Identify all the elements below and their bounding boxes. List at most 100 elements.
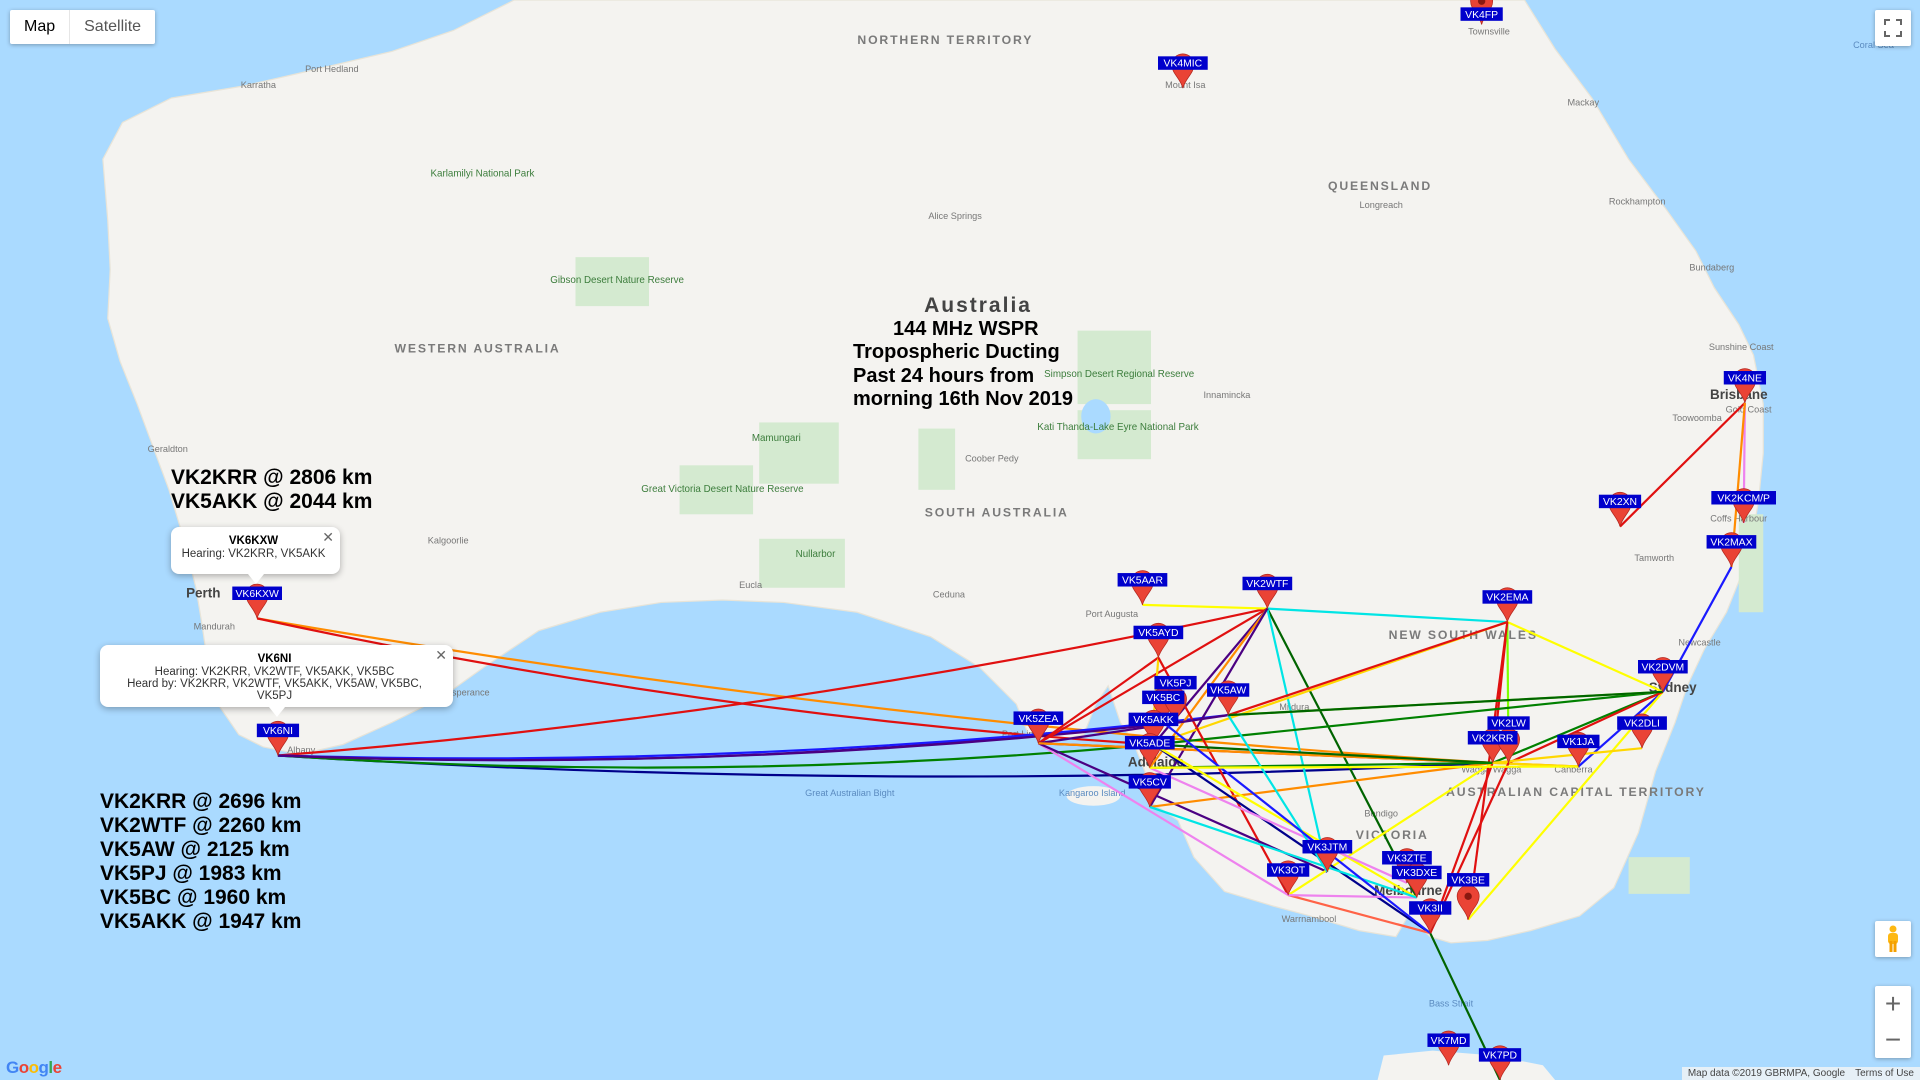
propagation-path-vk2wtf-vk2ema[interactable] <box>1267 607 1508 624</box>
propagation-path-vk6ni-vk5akk[interactable] <box>277 743 1154 769</box>
info-window-title: VK6NI <box>257 653 292 665</box>
distance-line: VK5BC @ 1960 km <box>100 886 287 909</box>
callsign-label-group[interactable]: VK4FP <box>1460 7 1503 21</box>
callsign-label-bg <box>1617 716 1667 730</box>
close-icon[interactable]: ✕ <box>435 647 447 663</box>
propagation-path-vk5ayd-vk5zea[interactable] <box>1037 656 1160 745</box>
callsign-label: VK7PD <box>1483 1051 1517 1062</box>
terms-link[interactable]: Terms of Use <box>1855 1068 1914 1079</box>
propagation-path-vk2wtf-vk5zea[interactable] <box>1037 607 1268 745</box>
propagation-path-vk3ot-vk3ii[interactable] <box>1287 894 1431 935</box>
propagation-path-vk3ii-vk5akk[interactable] <box>1152 743 1431 934</box>
callsign-label-group[interactable]: VK7PD <box>1478 1048 1522 1062</box>
callsign-label-bg <box>1723 371 1767 385</box>
propagation-path-vk5aw-vk2dvm[interactable] <box>1228 690 1663 717</box>
callsign-label-group[interactable]: VK5AKK <box>1128 712 1179 727</box>
propagation-path-vk2ema-vk3be[interactable] <box>1467 621 1509 920</box>
callsign-label-group[interactable]: VK5AAR <box>1117 573 1168 587</box>
callsign-label-group[interactable]: VK2KRR <box>1467 731 1518 745</box>
callsign-label-bg <box>256 723 300 738</box>
callsign-label: VK7MD <box>1431 1036 1467 1047</box>
place-label: Coral Sea <box>1853 40 1895 50</box>
propagation-path-vk2dvm-vk5akk[interactable] <box>1153 690 1663 746</box>
callsign-label-group[interactable]: VK4MIC <box>1158 56 1208 70</box>
propagation-path-vk6ni-vk2wtf[interactable] <box>277 607 1268 757</box>
callsign-label-group[interactable]: VK2EMA <box>1482 590 1533 604</box>
callsign-label-group[interactable]: VK5BC <box>1142 690 1185 705</box>
callsign-label: VK5AYD <box>1138 628 1178 639</box>
callsign-label-group[interactable]: VK7MD <box>1427 1033 1470 1047</box>
callsign-label-group[interactable]: VK5ZEA <box>1013 711 1064 725</box>
callsign-label-group[interactable]: VK5AYD <box>1133 625 1184 640</box>
callsign-label-group[interactable]: VK1JA <box>1557 734 1600 749</box>
propagation-path-vk3dxe-vk5akk[interactable] <box>1152 743 1418 899</box>
callsign-label-group[interactable]: VK3DXE <box>1391 865 1442 880</box>
propagation-path-vk5cv-vk3dxe[interactable] <box>1149 805 1418 899</box>
callsign-label-group[interactable]: VK3ZTE <box>1382 851 1432 865</box>
propagation-path-vk2dvm-vk2lw[interactable] <box>1508 690 1664 764</box>
callsign-label-group[interactable]: VK4NE <box>1723 371 1767 385</box>
callsign-label-bg <box>1117 573 1168 587</box>
fullscreen-button[interactable] <box>1875 10 1911 46</box>
propagation-path-vk3ot-vk3dxe[interactable] <box>1288 894 1417 899</box>
callsign-label-group[interactable]: VK2LW <box>1487 716 1530 730</box>
callsign-label-group[interactable]: VK3II <box>1409 901 1452 915</box>
propagation-path-vk2wtf-vk5aar[interactable] <box>1142 603 1268 610</box>
callsign-label-group[interactable]: VK2DVM <box>1638 660 1688 674</box>
propagation-path-vk6ni-vk5aw[interactable] <box>277 714 1229 760</box>
propagation-path-vk2krr-vk5akk[interactable] <box>1153 743 1493 764</box>
zoom-in-button[interactable]: + <box>1884 988 1902 1019</box>
callsign-label: VK6KXW <box>235 589 279 600</box>
propagation-path-vk6ni-vk5pj[interactable] <box>277 721 1176 762</box>
callsign-label-bg <box>1557 734 1600 749</box>
callsign-label-group[interactable]: VK5CV <box>1128 775 1171 789</box>
vk6kxw-distances: VK2KRR @ 2806 km VK5AKK @ 2044 km <box>171 466 372 514</box>
callsign-label-group[interactable]: VK5PJ <box>1154 675 1197 690</box>
callsign-label-group[interactable]: VK2WTF <box>1242 576 1293 591</box>
propagation-path-vk2dvm-vk2krr[interactable] <box>1492 690 1664 764</box>
propagation-path-vk5zea-vk3ot[interactable] <box>1037 742 1289 897</box>
callsign-label-group[interactable]: VK3OT <box>1267 863 1310 877</box>
callsign-label-group[interactable]: VK6KXW <box>232 586 282 600</box>
callsign-label-group[interactable]: VK2KCM/P <box>1711 491 1776 505</box>
propagation-path-vk2ema-vk5aw[interactable] <box>1227 620 1508 717</box>
attribution: Map data ©2019 GBRMPA, Google Terms of U… <box>1681 1067 1920 1080</box>
info-window-vk6kxw: ✕ VK6KXW Hearing: VK2KRR, VK5AKK <box>171 527 340 584</box>
callsign-label-group[interactable]: VK2XN <box>1598 494 1642 509</box>
callsign-label-group[interactable]: VK5AW <box>1207 683 1250 697</box>
place-label: Alice Springs <box>928 211 982 221</box>
place-label: Bundaberg <box>1689 263 1734 273</box>
callsign-label-bg <box>1478 1048 1522 1062</box>
street-view-pegman[interactable] <box>1875 921 1911 957</box>
distance-line: VK2WTF @ 2260 km <box>100 814 302 837</box>
propagation-path-vk2krr-vk3ot[interactable] <box>1287 761 1494 897</box>
place-label: Port Augusta <box>1086 609 1139 619</box>
propagation-path-vk2ema-vk2dvm[interactable] <box>1506 621 1664 693</box>
propagation-path-vk2wtf-vk3dxe[interactable] <box>1266 608 1418 899</box>
callsign-label-group[interactable]: VK2DLI <box>1617 716 1667 730</box>
propagation-path-vk3zte-vk5ade[interactable] <box>1149 766 1408 884</box>
callsign-label-bg <box>1482 590 1533 604</box>
map-type-satellite-button[interactable]: Satellite <box>84 18 142 35</box>
propagation-path-vk5zea-vk5aw[interactable] <box>1038 714 1229 745</box>
place-label: NEW SOUTH WALES <box>1389 628 1538 642</box>
propagation-path-vk2dli-vk2krr[interactable] <box>1492 747 1643 764</box>
callsign-label-group[interactable]: VK2MAX <box>1706 535 1757 549</box>
zoom-out-button[interactable]: − <box>1884 1024 1902 1055</box>
callsign-label-group[interactable]: VK5ADE <box>1124 735 1175 750</box>
distance-line: VK2KRR @ 2696 km <box>100 790 302 813</box>
propagation-path-vk2wtf-vk5cv[interactable] <box>1148 608 1269 808</box>
propagation-path-vk1ja-vk5ade[interactable] <box>1149 765 1579 769</box>
close-icon[interactable]: ✕ <box>322 529 334 545</box>
propagation-path-vk2krr-vk5cv[interactable] <box>1149 761 1493 809</box>
title-line: 144 MHz WSPR <box>893 317 1039 340</box>
propagation-path-vk2wtf-vk3jtm[interactable] <box>1266 608 1329 873</box>
propagation-path-vk5bc-vk3ii[interactable] <box>1162 721 1431 934</box>
callsign-label-group[interactable]: VK3BE <box>1447 873 1490 887</box>
callsign-label-bg <box>1460 7 1503 21</box>
place-label: Newcastle <box>1678 637 1720 647</box>
callsign-label-group[interactable]: VK3JTM <box>1302 840 1353 854</box>
map-type-map-button[interactable]: Map <box>10 10 71 44</box>
callsign-label-group[interactable]: VK6NI <box>256 723 300 738</box>
